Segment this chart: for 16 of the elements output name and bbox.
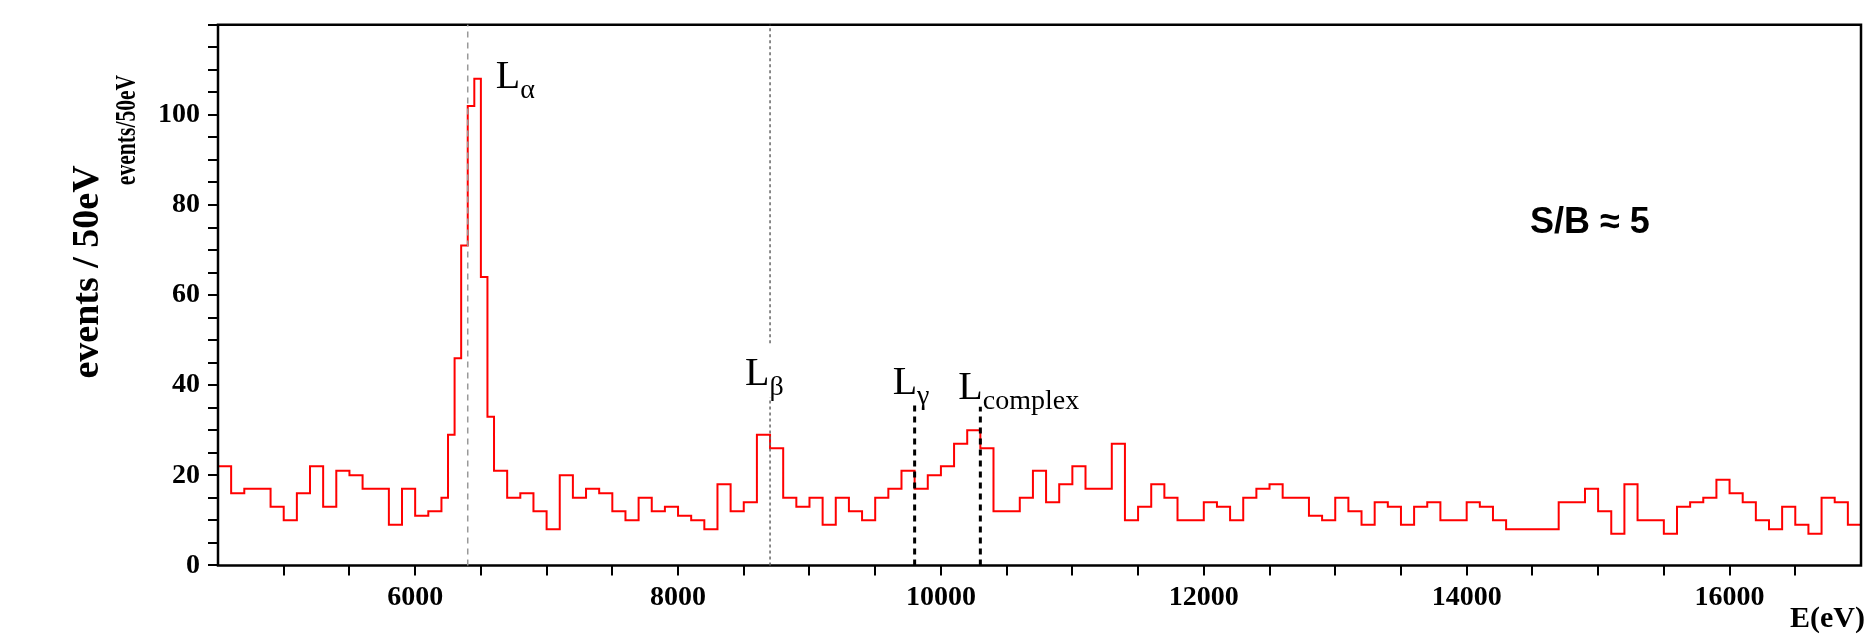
y-tick-label: 40 — [172, 367, 200, 399]
y-tick-label: 100 — [158, 97, 200, 129]
x-tick-label: 12000 — [1168, 580, 1239, 612]
annotation: S/B ≈ 5 — [1530, 200, 1650, 242]
y-tick-label: 0 — [186, 547, 200, 579]
y-tick-label: 60 — [172, 277, 200, 309]
x-tick-label: 10000 — [905, 580, 976, 612]
y-tick-label: 80 — [172, 187, 200, 219]
x-tick-label: 14000 — [1431, 580, 1502, 612]
y-tick-label: 20 — [172, 457, 200, 489]
x-axis-title: E(eV) — [1790, 600, 1865, 634]
x-tick-label: 16000 — [1694, 580, 1765, 612]
y-axis-title: events / 50eV — [63, 164, 107, 381]
x-tick-label: 6000 — [387, 580, 444, 612]
text: events/50eV — [107, 73, 142, 188]
x-tick-label: 8000 — [650, 580, 707, 612]
